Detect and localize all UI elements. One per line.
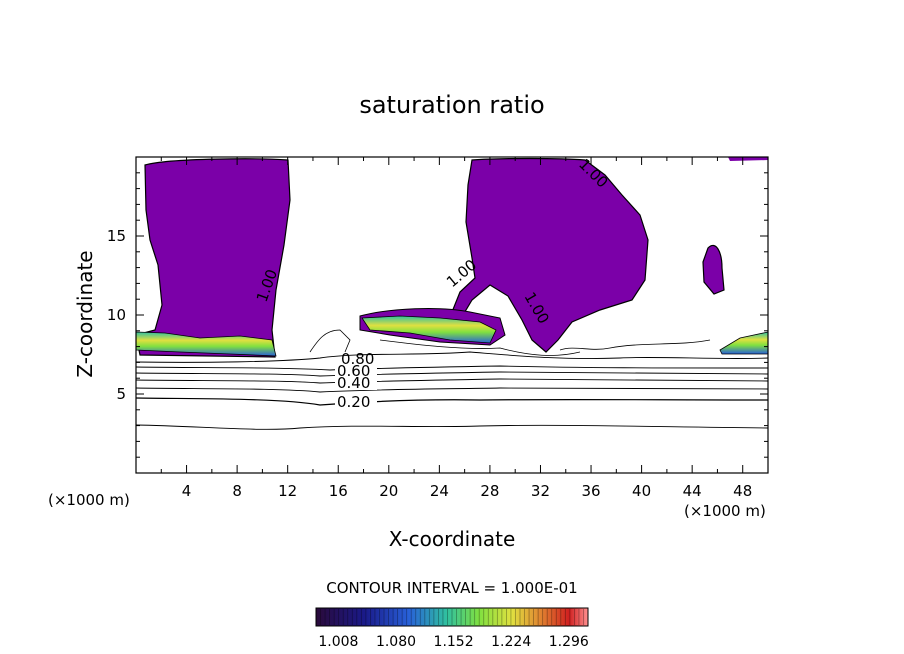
x-tick-label: 16: [329, 482, 348, 500]
cloud-band-center: [361, 315, 497, 344]
contour-line: [309, 329, 711, 353]
saturated-region-left: [136, 158, 291, 358]
contour-line: [136, 378, 768, 384]
x-axis-ticks: 4 8 12 16 20 24 28 32 36 40 44 48: [160, 157, 752, 500]
x-tick-label: 36: [581, 482, 600, 500]
colorbar-tick-label: 1.224: [491, 634, 531, 650]
cloud-band-right: [719, 331, 768, 355]
contour-interval: CONTOUR INTERVAL = 1.000E-01: [326, 579, 577, 597]
contour-label: 0.20: [337, 393, 370, 411]
cloud-band-left: [136, 331, 277, 357]
x-tick-label: 24: [430, 482, 449, 500]
y-tick-label: 15: [107, 227, 126, 245]
x-tick-label: 44: [683, 482, 702, 500]
x-tick-label: 4: [182, 482, 192, 500]
y-tick-label: 5: [116, 385, 126, 403]
x-axis-label: X-coordinate: [389, 527, 516, 551]
contour-line: [136, 397, 768, 406]
x-tick-label: 28: [480, 482, 499, 500]
contour-label: 0.80: [341, 350, 374, 368]
y-tick-label: 10: [107, 306, 126, 324]
contour-line: [136, 387, 768, 393]
x-tick-label: 20: [379, 482, 398, 500]
colorbar-stripes: [320, 609, 584, 625]
colorbar-ticks: 1.008 1.080 1.152 1.224 1.296: [318, 634, 589, 650]
contour-line: [136, 371, 768, 377]
contour-line: [136, 365, 768, 371]
contour-line: [136, 351, 768, 363]
contour-label: 0.40: [337, 374, 370, 392]
x-tick-label: 32: [531, 482, 550, 500]
x-tick-label: 48: [733, 482, 752, 500]
y-axis-ticks: 5 10 15: [107, 172, 768, 458]
saturated-region-top-right: [728, 157, 768, 161]
contour-field: 0.20 0.40 0.60 0.80 1.00 1.00 1.00 1.00: [136, 157, 768, 430]
colorbar-tick-label: 1.008: [318, 634, 358, 650]
x-tick-label: 8: [232, 482, 242, 500]
y-axis-label: Z-coordinate: [73, 250, 97, 377]
saturated-region-right: [702, 244, 725, 295]
colorbar-tick-label: 1.152: [434, 634, 474, 650]
x-tick-label: 40: [632, 482, 651, 500]
colorbar-tick-label: 1.296: [549, 634, 589, 650]
chart-title: saturation ratio: [359, 91, 544, 119]
contour-label: 0.60: [337, 362, 370, 380]
contour-line: [136, 424, 768, 430]
colorbar: [315, 607, 589, 627]
colorbar-tick-label: 1.080: [376, 634, 416, 650]
x-unit-right: (×1000 m): [684, 502, 766, 520]
contour-line: [379, 339, 581, 356]
x-unit-left: (×1000 m): [48, 491, 130, 509]
x-tick-label: 12: [278, 482, 297, 500]
